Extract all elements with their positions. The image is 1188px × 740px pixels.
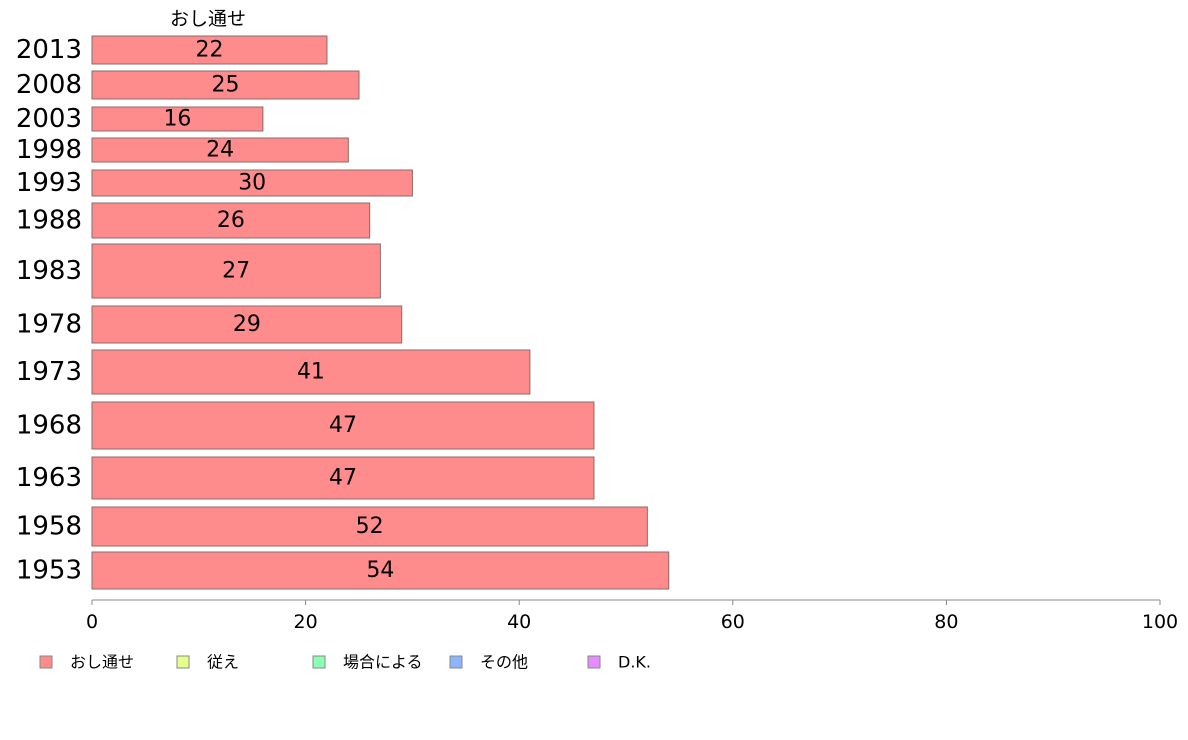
x-tick-label: 60 bbox=[721, 611, 745, 633]
bar-value-label: 30 bbox=[238, 171, 266, 196]
category-label: 1953 bbox=[16, 556, 82, 586]
x-tick-label: 40 bbox=[507, 611, 531, 633]
bar-value-label: 24 bbox=[206, 138, 234, 163]
bar-value-label: 26 bbox=[217, 208, 245, 233]
bar-value-label: 25 bbox=[212, 73, 240, 98]
bar bbox=[91, 243, 381, 299]
bar-value-label: 27 bbox=[222, 259, 250, 284]
bar bbox=[91, 305, 403, 344]
bar-value-label: 47 bbox=[329, 466, 357, 491]
category-label: 1988 bbox=[16, 206, 82, 236]
bar bbox=[91, 349, 531, 395]
category-label: 1998 bbox=[16, 135, 82, 165]
category-label: 2008 bbox=[16, 70, 82, 100]
bar bbox=[91, 137, 349, 163]
category-label: 1958 bbox=[16, 512, 82, 542]
legend-swatch bbox=[176, 655, 190, 669]
bar bbox=[91, 506, 648, 547]
category-label: 1973 bbox=[16, 357, 82, 387]
category-label: 1983 bbox=[16, 256, 82, 286]
legend-swatch bbox=[39, 655, 53, 669]
legend-label: 場合による bbox=[343, 653, 423, 672]
legend-swatch bbox=[449, 655, 463, 669]
category-label: 2013 bbox=[16, 35, 82, 65]
category-label: 1963 bbox=[16, 463, 82, 493]
legend-swatch bbox=[587, 655, 601, 669]
bar bbox=[91, 106, 264, 132]
bar-value-label: 16 bbox=[163, 107, 191, 132]
bar bbox=[91, 169, 413, 197]
bar-value-label: 47 bbox=[329, 413, 357, 438]
bar bbox=[91, 70, 360, 100]
bar bbox=[91, 456, 595, 500]
x-tick-label: 0 bbox=[86, 611, 98, 633]
legend-swatch bbox=[312, 655, 326, 669]
category-label: 1968 bbox=[16, 411, 82, 441]
bar bbox=[91, 551, 670, 590]
bar-value-label: 41 bbox=[297, 360, 325, 385]
legend-label: D.K. bbox=[618, 653, 651, 672]
legend-label: おし通せ bbox=[70, 653, 134, 672]
bar-value-label: 22 bbox=[195, 38, 223, 63]
bar bbox=[91, 202, 371, 239]
series-title: おし通せ bbox=[170, 8, 246, 30]
bar-value-label: 54 bbox=[366, 558, 394, 583]
bar-value-label: 52 bbox=[356, 514, 384, 539]
legend-label: 従え bbox=[207, 653, 239, 672]
category-label: 1978 bbox=[16, 310, 82, 340]
bar bbox=[91, 35, 328, 65]
bar bbox=[91, 401, 595, 450]
x-axis: 0 20 40 60 80 100 bbox=[86, 599, 1178, 633]
category-label: 2003 bbox=[16, 104, 82, 134]
category-label: 1993 bbox=[16, 168, 82, 198]
x-tick-label: 20 bbox=[294, 611, 318, 633]
bar-value-label: 29 bbox=[233, 312, 261, 337]
legend: おし通せ 従え 場合による その他 D.K. bbox=[39, 653, 651, 672]
bars-layer: 2013 22 2008 25 2003 16 1998 24 1993 30 1988 26 1983… bbox=[16, 35, 670, 590]
legend-label: その他 bbox=[480, 653, 528, 672]
x-tick-label: 100 bbox=[1142, 611, 1178, 633]
x-tick-label: 80 bbox=[934, 611, 958, 633]
